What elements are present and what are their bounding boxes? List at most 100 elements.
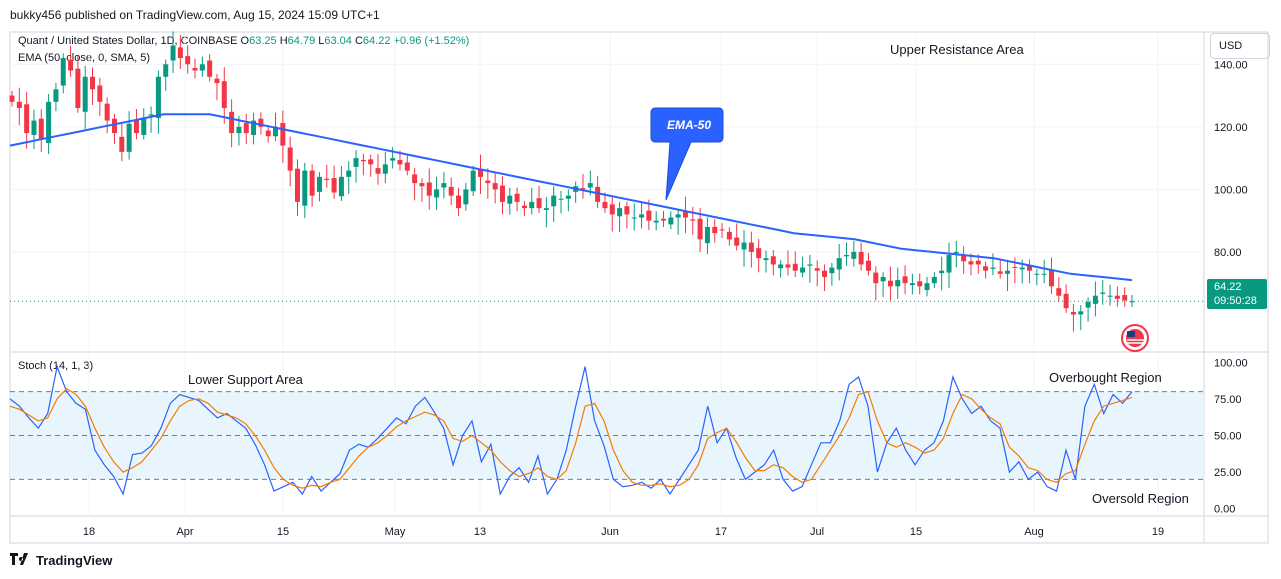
candle-body: [543, 208, 549, 211]
candle-body: [375, 168, 381, 174]
tradingview-logo-icon: [10, 553, 30, 568]
candle-body: [682, 210, 688, 218]
candle-body: [924, 283, 930, 291]
ema-callout-label: EMA-50: [667, 118, 711, 132]
footer-brand-text: TradingView: [36, 553, 113, 568]
stoch-tick-label: 75.00: [1214, 394, 1242, 406]
candle-body: [639, 214, 645, 218]
candle-body: [1100, 292, 1106, 294]
close-value: 64.22: [362, 35, 391, 47]
currency-selector[interactable]: USD: [1210, 33, 1270, 59]
candle-body: [353, 158, 359, 167]
candle-body: [595, 186, 601, 202]
candle-body: [800, 267, 806, 273]
candle-body: [961, 255, 967, 262]
stoch-tick-label: 100.00: [1214, 357, 1248, 369]
candle-body: [463, 189, 469, 205]
candle-body: [163, 64, 169, 77]
time-tick-label: Aug: [1024, 526, 1044, 538]
ema50-line: [9, 113, 1133, 282]
candle-body: [38, 118, 44, 140]
price-tick-label: 100.00: [1214, 184, 1248, 196]
candle-body: [229, 111, 235, 134]
candle-body: [346, 170, 352, 177]
candle-body: [741, 242, 747, 250]
open-label: O: [240, 35, 250, 47]
candle-body: [287, 147, 293, 171]
candle-body: [917, 281, 923, 287]
close-label: C: [354, 35, 363, 47]
candle-body: [529, 201, 535, 209]
candle-body: [1085, 301, 1091, 308]
candle-body: [199, 64, 205, 71]
candle-body: [397, 159, 403, 165]
footer-brand: TradingView: [10, 553, 112, 568]
candle-body: [1129, 301, 1135, 303]
candle-body: [807, 264, 813, 266]
candle-body: [170, 45, 176, 61]
stoch-k-line: [9, 364, 1133, 496]
candle-body: [302, 170, 308, 206]
candle-body: [360, 159, 366, 162]
candle-body: [558, 198, 564, 200]
candle-body: [485, 180, 491, 184]
candle-body: [536, 198, 542, 209]
candle-body: [975, 260, 981, 265]
time-tick-label: 13: [474, 526, 486, 538]
price-tick-label: 120.00: [1214, 122, 1248, 134]
candle-body: [763, 258, 769, 261]
candle-body: [1027, 265, 1033, 271]
candle-body: [477, 168, 483, 177]
open-value: 63.25: [249, 35, 277, 47]
published-header: bukky456 published on TradingView.com, A…: [10, 8, 380, 22]
candle-body: [141, 117, 147, 135]
low-label: L: [318, 35, 325, 47]
candle-body: [1070, 311, 1076, 315]
candle-body: [404, 162, 410, 171]
candle-body: [675, 214, 681, 218]
candle-body: [946, 255, 952, 273]
candle-body: [895, 280, 901, 287]
candle-body: [390, 158, 396, 161]
candle-body: [814, 268, 820, 271]
candle-body: [565, 195, 571, 199]
candle-body: [97, 85, 103, 102]
candle-body: [931, 276, 937, 284]
price-tick-label: 140.00: [1214, 59, 1248, 71]
candle-body: [60, 58, 66, 86]
candle-body: [609, 204, 615, 215]
candle-body: [331, 178, 337, 193]
ema-callout: EMA-50: [650, 107, 724, 201]
candle-body: [309, 170, 315, 196]
ema-legend: EMA (50, close, 0, SMA, 5): [18, 52, 151, 64]
candle-body: [221, 81, 227, 109]
candle-body: [902, 276, 908, 284]
candle-body: [719, 229, 725, 231]
time-tick-label: Jul: [810, 526, 824, 538]
price-tick-label: 80.00: [1214, 247, 1242, 259]
stoch-tick-label: 25.00: [1214, 467, 1242, 479]
candle-body: [185, 56, 191, 65]
time-tick-label: 15: [910, 526, 922, 538]
candle-body: [75, 68, 81, 109]
candle-body: [419, 183, 425, 187]
candle-body: [521, 205, 527, 209]
candle-body: [514, 193, 520, 202]
candle-body: [243, 123, 249, 134]
candle-body: [441, 183, 447, 188]
bar-countdown: 09:50:28: [1214, 295, 1257, 307]
candle-body: [251, 120, 257, 135]
candle-body: [997, 271, 1003, 274]
candle-body: [822, 270, 828, 277]
candle-body: [748, 242, 754, 252]
time-tick-label: 15: [277, 526, 289, 538]
candle-body: [653, 220, 659, 223]
flag-canton: [1127, 331, 1135, 337]
candle-body: [968, 261, 974, 265]
candle-body: [551, 195, 557, 207]
candle-body: [316, 176, 322, 192]
low-value: 63.04: [324, 35, 352, 47]
candle-body: [756, 248, 762, 259]
candle-body: [624, 206, 630, 215]
